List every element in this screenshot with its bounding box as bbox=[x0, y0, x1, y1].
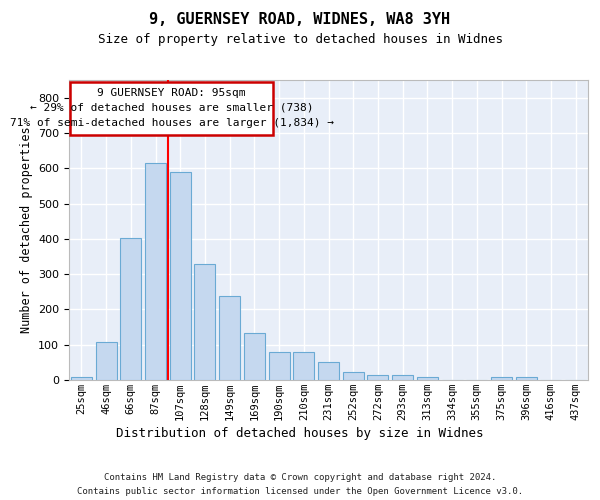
Bar bbox=[367, 374, 388, 380]
Bar bbox=[293, 352, 314, 380]
Y-axis label: Number of detached properties: Number of detached properties bbox=[20, 126, 32, 334]
Bar bbox=[170, 172, 191, 380]
Text: Size of property relative to detached houses in Widnes: Size of property relative to detached ho… bbox=[97, 32, 503, 46]
Bar bbox=[269, 352, 290, 380]
Bar bbox=[491, 377, 512, 380]
FancyBboxPatch shape bbox=[70, 82, 273, 134]
Text: Contains HM Land Registry data © Crown copyright and database right 2024.: Contains HM Land Registry data © Crown c… bbox=[104, 472, 496, 482]
Text: Distribution of detached houses by size in Widnes: Distribution of detached houses by size … bbox=[116, 428, 484, 440]
Bar bbox=[219, 296, 240, 380]
Bar bbox=[120, 238, 141, 380]
Text: ← 29% of detached houses are smaller (738): ← 29% of detached houses are smaller (73… bbox=[30, 103, 313, 113]
Bar bbox=[392, 374, 413, 380]
Bar bbox=[516, 377, 537, 380]
Bar bbox=[417, 377, 438, 380]
Text: 71% of semi-detached houses are larger (1,834) →: 71% of semi-detached houses are larger (… bbox=[10, 118, 334, 128]
Bar bbox=[95, 342, 116, 380]
Text: 9 GUERNSEY ROAD: 95sqm: 9 GUERNSEY ROAD: 95sqm bbox=[97, 88, 246, 98]
Bar bbox=[145, 163, 166, 380]
Text: 9, GUERNSEY ROAD, WIDNES, WA8 3YH: 9, GUERNSEY ROAD, WIDNES, WA8 3YH bbox=[149, 12, 451, 28]
Bar bbox=[318, 362, 339, 380]
Bar bbox=[194, 264, 215, 380]
Bar bbox=[343, 372, 364, 380]
Bar bbox=[244, 333, 265, 380]
Bar bbox=[71, 377, 92, 380]
Text: Contains public sector information licensed under the Open Government Licence v3: Contains public sector information licen… bbox=[77, 488, 523, 496]
